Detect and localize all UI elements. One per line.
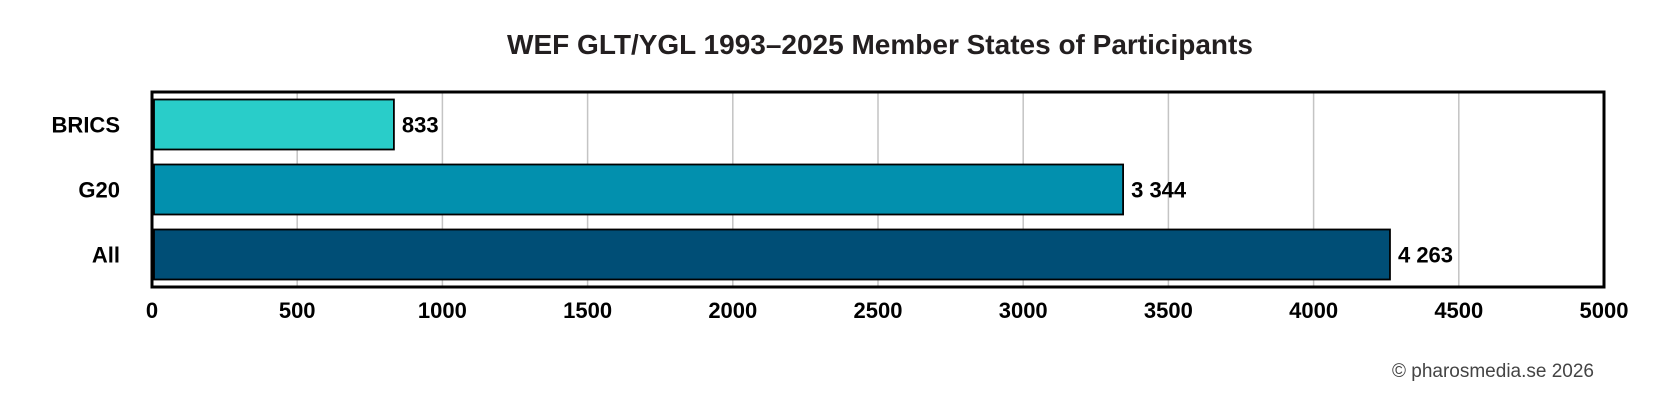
x-axis-tick-labels: 0 500 1000 1500 2000 2500 3000 3500 4000 4500 5000 (146, 298, 1629, 323)
value-label-brics: 833 (402, 113, 439, 138)
plot-frame (150, 90, 1606, 289)
x-tick-label: 3000 (999, 298, 1048, 323)
x-tick-label: 0 (146, 298, 158, 323)
copyright-credit: © pharosmedia.se 2026 (1392, 361, 1594, 382)
x-tick-label: 2000 (708, 298, 757, 323)
bar-all (153, 228, 1391, 281)
category-labels: BRICS G20 All (52, 113, 120, 268)
x-tick-label: 2500 (854, 298, 903, 323)
x-tick-label: 1500 (563, 298, 612, 323)
bar-brics (153, 98, 395, 151)
value-label-all: 4 263 (1398, 243, 1453, 268)
x-tick-label: 4500 (1434, 298, 1483, 323)
category-label-brics: BRICS (52, 113, 120, 138)
chart-title: WEF GLT/YGL 1993–2025 Member States of P… (507, 29, 1253, 60)
bar-g20 (153, 163, 1124, 216)
bars: 833 3 344 4 263 (153, 98, 1453, 281)
x-tick-label: 500 (279, 298, 316, 323)
value-label-g20: 3 344 (1131, 178, 1187, 203)
x-tick-label: 3500 (1144, 298, 1193, 323)
category-label-all: All (92, 243, 120, 268)
category-label-g20: G20 (78, 178, 120, 203)
x-tick-label: 1000 (418, 298, 467, 323)
x-tick-label: 5000 (1580, 298, 1629, 323)
x-tick-label: 4000 (1289, 298, 1338, 323)
